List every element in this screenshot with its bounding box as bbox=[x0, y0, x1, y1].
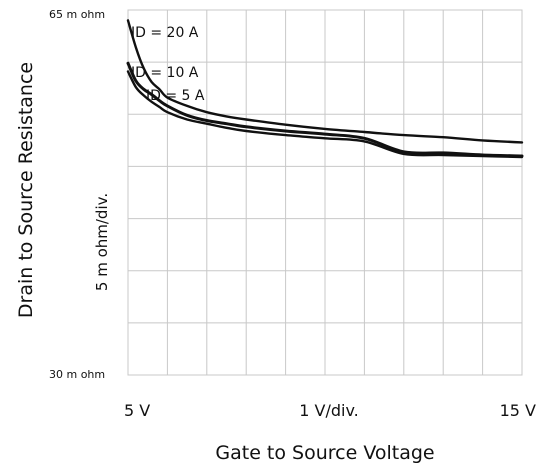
y-tick-label-bottom: 30 m ohm bbox=[49, 368, 105, 381]
curve-id-10a bbox=[126, 61, 524, 158]
data-curves bbox=[126, 19, 524, 159]
y-tick-label-top: 65 m ohm bbox=[49, 8, 105, 21]
x-tick-label-left: 5 V bbox=[124, 401, 150, 420]
curve-id-5a bbox=[126, 70, 524, 159]
plot-frame bbox=[127, 9, 523, 376]
series-label-id-20a: ID = 20 A bbox=[131, 25, 199, 41]
series-label-id-10a: ID = 10 A bbox=[131, 65, 199, 81]
y-axis-title: Drain to Source Resistance bbox=[15, 62, 37, 318]
x-tick-label-right: 15 V bbox=[500, 401, 536, 420]
series-label-id-5a: ID = 5 A bbox=[146, 88, 205, 104]
y-scale-label: 5 m ohm/div. bbox=[93, 193, 111, 291]
curve-id-20a bbox=[126, 19, 524, 144]
x-scale-label: 1 V/div. bbox=[299, 401, 359, 420]
x-axis-title: Gate to Source Voltage bbox=[215, 442, 434, 464]
